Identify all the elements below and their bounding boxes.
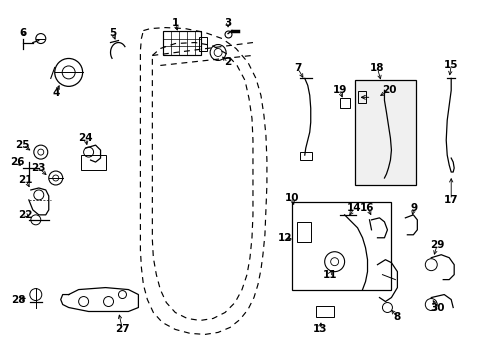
Text: 4: 4 (52, 88, 60, 98)
Text: 21: 21 (19, 175, 33, 185)
Text: 17: 17 (443, 195, 458, 205)
Text: 2: 2 (224, 58, 231, 67)
Text: 18: 18 (369, 63, 384, 73)
Text: 8: 8 (393, 312, 400, 323)
Text: 27: 27 (115, 324, 129, 334)
Bar (163, 31, 201, 55)
Text: 12: 12 (277, 233, 291, 243)
Text: 26: 26 (10, 157, 24, 167)
Text: 6: 6 (19, 28, 26, 37)
Text: 10: 10 (284, 193, 299, 203)
Bar (357, 91, 365, 103)
Bar (354, 80, 415, 185)
Bar (199, 37, 207, 50)
Bar (296, 222, 310, 242)
Text: 19: 19 (332, 85, 346, 95)
Text: 5: 5 (109, 28, 116, 37)
Text: 1: 1 (171, 18, 179, 28)
Text: 16: 16 (360, 203, 374, 213)
Text: 11: 11 (322, 270, 336, 280)
Text: 20: 20 (382, 85, 396, 95)
Text: 23: 23 (32, 163, 46, 173)
Text: 28: 28 (12, 294, 26, 305)
Text: 15: 15 (443, 60, 458, 71)
Text: 24: 24 (78, 133, 93, 143)
Text: 13: 13 (312, 324, 326, 334)
Text: 22: 22 (19, 210, 33, 220)
Text: 30: 30 (429, 302, 444, 312)
Text: 25: 25 (16, 140, 30, 150)
Text: 7: 7 (293, 63, 301, 73)
Text: 14: 14 (346, 203, 361, 213)
Bar (339, 98, 349, 108)
Bar (299, 152, 311, 160)
Bar (81, 155, 105, 170)
Text: 29: 29 (429, 240, 444, 250)
Bar (291, 202, 390, 289)
Text: 3: 3 (224, 18, 231, 28)
Bar (315, 306, 333, 318)
Text: 9: 9 (410, 203, 417, 213)
